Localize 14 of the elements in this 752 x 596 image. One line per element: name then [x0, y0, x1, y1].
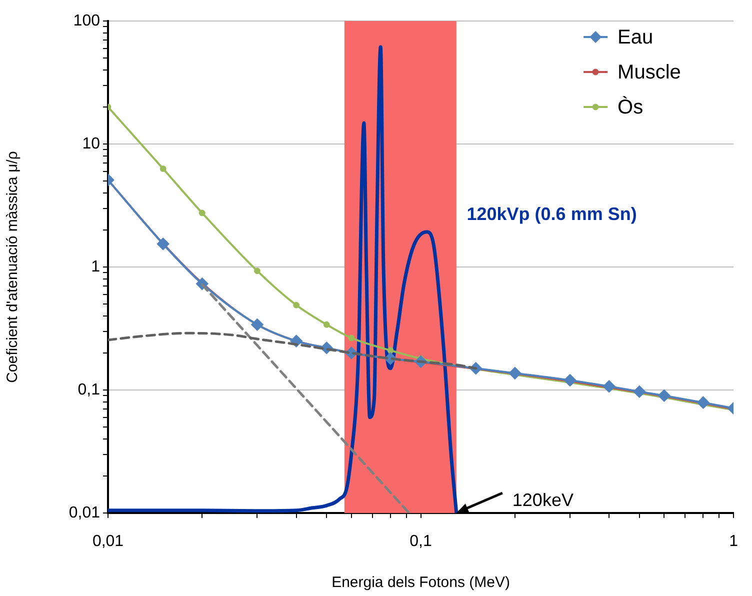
x-axis-title: Energia dels Fotons (MeV)	[332, 574, 510, 592]
y-tick-label: 0,1	[78, 381, 100, 398]
annotation: 120keV	[512, 490, 574, 510]
y-tick-label: 0,01	[68, 504, 100, 522]
y-tick-label: 10	[82, 135, 100, 152]
legend-label: Eau	[618, 26, 654, 49]
y-axis-title: Coeficient d'atenuació màssica μ/ρ	[4, 151, 22, 383]
y-tick-label: 1	[91, 258, 100, 276]
x-tick-label: 0,1	[410, 533, 432, 550]
text: 120kVp (0.6 mm Sn)	[466, 204, 637, 224]
legend-label: Òs	[618, 96, 644, 119]
legend-label: Muscle	[618, 62, 681, 84]
y-tick-label: 100	[73, 12, 100, 30]
x-tick-label: 1	[729, 533, 738, 550]
